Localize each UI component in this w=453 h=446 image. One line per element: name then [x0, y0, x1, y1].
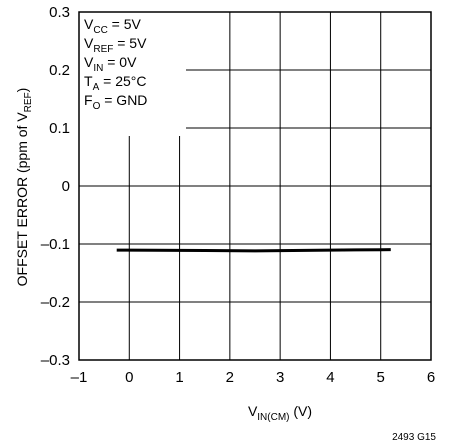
y-tick-label: 0: [62, 178, 70, 195]
plot-frame: [78, 11, 432, 361]
x-axis-title-main: V: [248, 403, 258, 419]
condition-sub: O: [93, 101, 101, 112]
series-group: [116, 248, 391, 253]
x-tick-label: –1: [71, 369, 88, 386]
y-tick-label: –0.1: [41, 236, 70, 253]
condition-sub: A: [93, 82, 100, 93]
y-tick-label: 0.1: [49, 120, 70, 137]
condition-main: V: [84, 16, 94, 32]
condition-line: TA = 25°C: [84, 73, 146, 93]
x-axis-title-sub: IN(CM): [257, 412, 289, 423]
x-tick-label: 2: [226, 369, 234, 386]
y-axis-title-main: OFFSET ERROR (ppm of V: [14, 112, 30, 287]
condition-line: FO = GND: [84, 92, 147, 112]
x-axis-title-unit: (V): [290, 403, 313, 419]
condition-line: VCC = 5V: [84, 16, 142, 36]
y-tick-label: –0.2: [41, 294, 70, 311]
condition-main: F: [84, 92, 93, 108]
x-tick-label: 0: [125, 369, 133, 386]
condition-main: T: [84, 73, 93, 89]
condition-sub: CC: [93, 25, 107, 36]
x-tick-label: 5: [377, 369, 385, 386]
x-axis-title: VIN(CM) (V): [248, 403, 312, 423]
y-axis-title-tail: ): [14, 88, 30, 93]
x-tick-label: 1: [175, 369, 183, 386]
y-tick-label: 0.3: [49, 4, 70, 21]
condition-value: = GND: [100, 92, 147, 108]
condition-value: = 0V: [103, 54, 137, 70]
condition-main: V: [84, 35, 94, 51]
condition-value: = 5V: [108, 16, 142, 32]
condition-sub: IN: [93, 63, 103, 74]
condition-sub: REF: [93, 44, 113, 55]
condition-value: = 5V: [113, 35, 147, 51]
tick-labels: –1 0 1 2 3 4 5 6 –0.3 –0.2 –0.1 0 0.1 0.2 0.3: [41, 4, 435, 386]
condition-line: VREF = 5V: [84, 35, 147, 55]
figure-id: 2493 G15: [392, 432, 436, 443]
condition-main: V: [84, 54, 94, 70]
x-tick-label: 3: [276, 369, 284, 386]
condition-line: VIN = 0V: [84, 54, 137, 74]
y-tick-label: 0.2: [49, 62, 70, 79]
y-axis-title-sub: REF: [23, 92, 34, 112]
conditions-box: [79, 12, 186, 136]
x-tick-label: 4: [326, 369, 334, 386]
series-line: [116, 248, 391, 253]
condition-value: = 25°C: [99, 73, 146, 89]
y-tick-label: –0.3: [41, 352, 70, 369]
y-axis-title: OFFSET ERROR (ppm of VREF): [14, 88, 34, 287]
x-tick-label: 6: [427, 369, 435, 386]
